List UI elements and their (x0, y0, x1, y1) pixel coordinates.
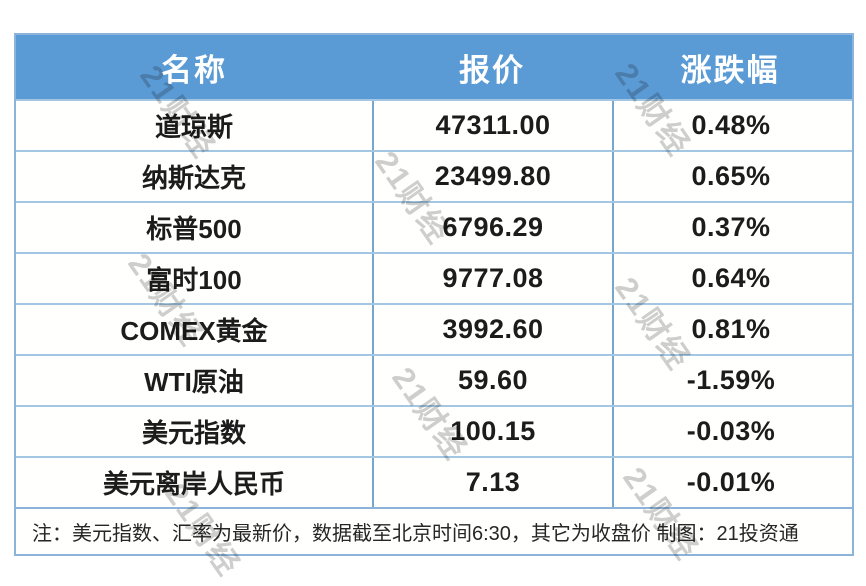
market-quotes-table: 名称 报价 涨跌幅 道琼斯 47311.00 0.48% 纳斯达克 23499.… (14, 33, 854, 556)
change-percent: -0.01% (612, 458, 848, 507)
quote-value: 3992.60 (372, 305, 612, 354)
table-footnote: 注：美元指数、汇率为最新价，数据截至北京时间6:30，其它为收盘价 制图：21投… (16, 507, 852, 554)
quote-value: 9777.08 (372, 254, 612, 303)
table-row: WTI原油 59.60 -1.59% (16, 354, 852, 405)
header-cell-change: 涨跌幅 (680, 52, 780, 88)
table-header-row: 名称 报价 涨跌幅 (16, 35, 852, 99)
header-cell-name: 名称 (161, 52, 227, 88)
instrument-name: 美元指数 (141, 418, 246, 448)
change-percent: 0.64% (612, 254, 848, 303)
quote-value: 47311.00 (372, 101, 612, 150)
table-row: 道琼斯 47311.00 0.48% (16, 99, 852, 150)
table-row: 标普500 6796.29 0.37% (16, 201, 852, 252)
table-row: 美元离岸人民币 7.13 -0.01% (16, 456, 852, 507)
change-percent: -1.59% (612, 356, 848, 405)
quote-value: 7.13 (372, 458, 612, 507)
change-percent: 0.48% (612, 101, 848, 150)
quote-value: 100.15 (372, 407, 612, 456)
quote-value: 6796.29 (372, 203, 612, 252)
instrument-name: 标普500 (146, 214, 242, 244)
table-row: 美元指数 100.15 -0.03% (16, 405, 852, 456)
change-percent: 0.81% (612, 305, 848, 354)
table-row: 富时100 9777.08 0.64% (16, 252, 852, 303)
quote-value: 23499.80 (372, 152, 612, 201)
instrument-name: 富时100 (146, 265, 242, 295)
instrument-name: COMEX黄金 (120, 316, 268, 346)
instrument-name: WTI原油 (144, 367, 244, 397)
change-percent: 0.37% (612, 203, 848, 252)
table-row: COMEX黄金 3992.60 0.81% (16, 303, 852, 354)
change-percent: 0.65% (612, 152, 848, 201)
change-percent: -0.03% (612, 407, 848, 456)
instrument-name: 纳斯达克 (141, 163, 246, 193)
table-row: 纳斯达克 23499.80 0.65% (16, 150, 852, 201)
instrument-name: 美元离岸人民币 (102, 469, 285, 499)
quote-value: 59.60 (372, 356, 612, 405)
instrument-name: 道琼斯 (154, 112, 233, 142)
header-cell-quote: 报价 (459, 52, 525, 88)
